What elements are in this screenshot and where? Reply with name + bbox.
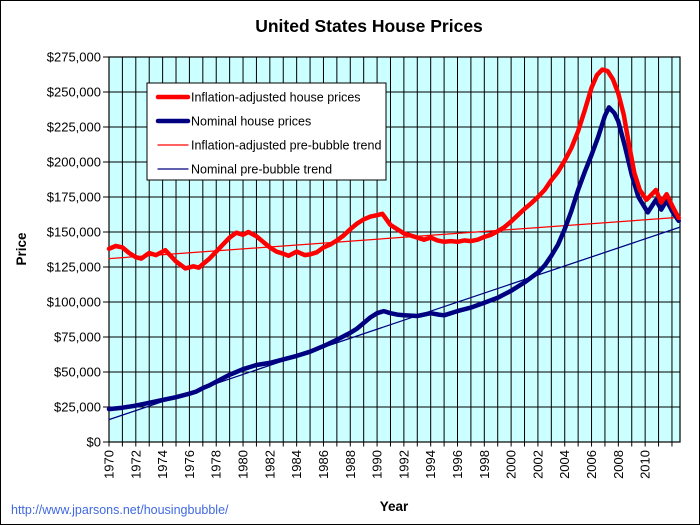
source-url-link[interactable]: http://www.jparsons.net/housingbubble/	[11, 503, 229, 517]
chart-layers: $0 $25,000 $50,000 $75,000 $100,000 $125,000 $…	[47, 50, 681, 479]
legend-label-trend_real: Inflation-adjusted pre-bubble trend	[191, 139, 381, 153]
x-tick-label: 1978	[209, 450, 224, 479]
x-tick-label: 2004	[557, 450, 572, 479]
x-tick-label: 1992	[396, 450, 411, 479]
x-tick-label: 1996	[450, 450, 465, 479]
x-tick-label: 1984	[289, 450, 304, 479]
x-tick-label: 2002	[530, 450, 545, 479]
y-tick-label: $0	[87, 435, 101, 450]
y-tick-label: $75,000	[54, 330, 101, 345]
x-tick-label: 2006	[584, 450, 599, 479]
y-tick-label: $200,000	[47, 155, 101, 170]
x-tick-label: 2008	[611, 450, 626, 479]
y-tick-label: $175,000	[47, 190, 101, 205]
x-tick-label: 2000	[504, 450, 519, 479]
x-tick-label: 1980	[236, 450, 251, 479]
x-tick-label: 1972	[128, 450, 143, 479]
y-tick-label: $100,000	[47, 295, 101, 310]
legend-label-nominal: Nominal house prices	[191, 115, 311, 129]
x-tick-label: 1998	[477, 450, 492, 479]
y-tick-label: $275,000	[47, 50, 101, 65]
x-tick-label: 1982	[262, 450, 277, 479]
x-tick-label: 1986	[316, 450, 331, 479]
x-axis-title: Year	[380, 499, 409, 514]
x-tick-label: 1988	[343, 450, 358, 479]
y-tick-label: $25,000	[54, 400, 101, 415]
series-trend_real	[108, 216, 681, 260]
series-real	[106, 67, 681, 271]
y-tick-label: $125,000	[47, 260, 101, 275]
y-tick-label: $50,000	[54, 365, 101, 380]
chart-title: United States House Prices	[255, 16, 483, 36]
y-tick-label: $150,000	[47, 225, 101, 240]
x-tick-label: 2010	[638, 450, 653, 479]
x-tick-label: 1976	[182, 450, 197, 479]
legend-label-real: Inflation-adjusted house prices	[191, 91, 361, 105]
series-nominal	[106, 105, 681, 412]
x-tick-label: 1970	[102, 450, 117, 479]
x-tick-label: 1974	[155, 450, 170, 479]
y-tick-label: $250,000	[47, 85, 101, 100]
legend-label-trend_nominal: Nominal pre-bubble trend	[191, 163, 332, 177]
y-tick-label: $225,000	[47, 120, 101, 135]
x-tick-label: 1990	[370, 450, 385, 479]
y-axis-title: Price	[14, 232, 29, 266]
x-tick-label: 1994	[423, 450, 438, 479]
